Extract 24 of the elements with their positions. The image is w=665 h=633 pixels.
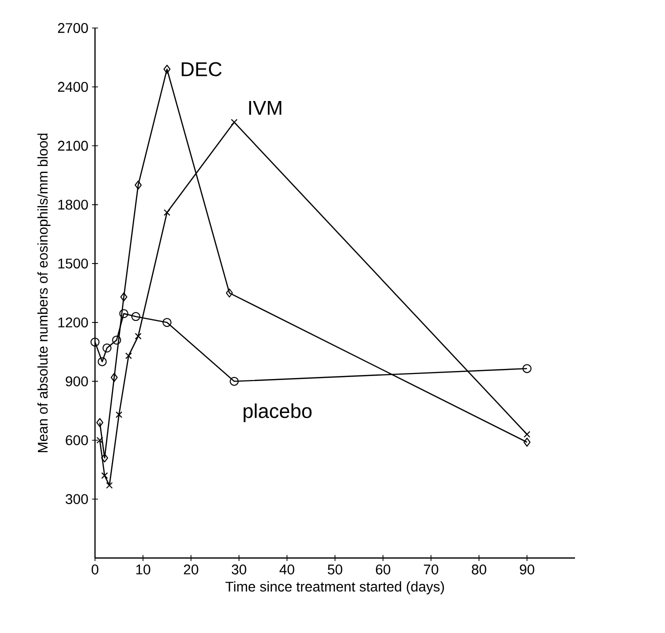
series-label: placebo (244, 403, 312, 422)
x-tick-label: 20 (184, 564, 198, 574)
x-tick-label: 50 (328, 564, 342, 574)
x-tick-label: 90 (520, 564, 534, 574)
y-tick-label: 1200 (58, 317, 88, 328)
x-tick-label: 70 (424, 564, 438, 574)
x-tick-label: 10 (136, 564, 150, 574)
y-tick-label: 600 (66, 435, 88, 446)
y-tick-label: 1500 (58, 258, 88, 269)
y-tick-label: 900 (66, 376, 88, 386)
y-tick-label: 300 (66, 494, 88, 504)
y-tick-label: 1800 (58, 200, 88, 210)
x-tick-label: 30 (232, 564, 246, 574)
y-axis-title: Mean of absolute numbers of eosinophils/mm blood (37, 134, 50, 452)
x-tick-label: 40 (280, 564, 294, 574)
series-label: DEC (182, 62, 222, 76)
y-tick-label: 2400 (58, 82, 88, 92)
x-tick-label: 80 (472, 564, 486, 574)
series-label: IVM (249, 101, 282, 115)
y-tick-label: 2100 (58, 140, 88, 151)
y-tick-label: 2700 (58, 23, 88, 33)
x-tick-label: 0 (92, 564, 98, 574)
x-tick-label: 60 (376, 564, 390, 574)
x-axis-title: Time since treatment started (days) (225, 581, 444, 594)
